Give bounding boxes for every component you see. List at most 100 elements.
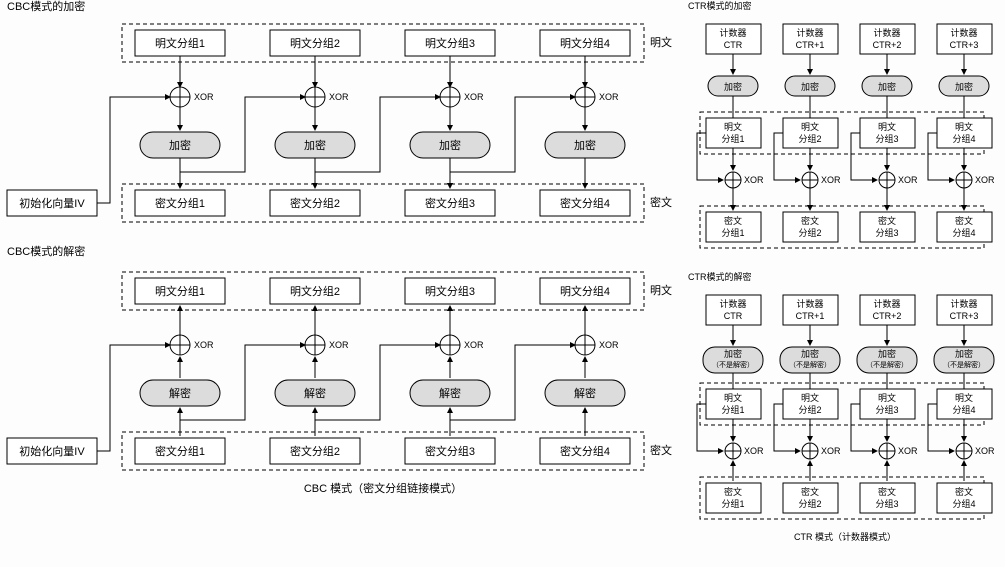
cbc-enc-iv-text: 初始化向量IV (19, 196, 85, 210)
ctr-enc-title: CTR模式的加密 (688, 0, 752, 11)
svg-text:密文: 密文 (801, 215, 819, 226)
svg-text:分组3: 分组3 (875, 404, 898, 415)
svg-text:明文: 明文 (955, 121, 973, 132)
svg-text:CTR+2: CTR+2 (873, 40, 902, 50)
svg-text:CTR+1: CTR+1 (796, 40, 825, 50)
svg-text:XOR: XOR (464, 340, 484, 350)
svg-text:加密: 加密 (724, 81, 742, 92)
svg-text:明文分组1: 明文分组1 (155, 36, 205, 50)
svg-text:明文分组4: 明文分组4 (560, 36, 610, 50)
ctr-enc-cols: 计数器 CTR 加密 明文 分组1 XOR 密文 分组1 计数器 CTR+1 加… (697, 24, 995, 242)
svg-text:密文: 密文 (801, 486, 819, 497)
svg-text:分组4: 分组4 (952, 404, 975, 415)
svg-text:加密: 加密 (169, 138, 191, 152)
svg-text:加密: 加密 (955, 348, 973, 359)
svg-text:加密: 加密 (955, 81, 973, 92)
svg-text:密文分组4: 密文分组4 (560, 444, 610, 458)
svg-text:加密: 加密 (304, 138, 326, 152)
cbc-dec-cols: 明文分组1 XOR 解密 密文分组1 明文分组2 XOR 解密 密文分组2 (135, 278, 630, 464)
svg-text:明文: 明文 (801, 121, 819, 132)
svg-text:分组3: 分组3 (875, 133, 898, 144)
svg-text:明文分组1: 明文分组1 (155, 284, 205, 298)
svg-text:明文分组4: 明文分组4 (560, 284, 610, 298)
svg-text:密文分组3: 密文分组3 (425, 444, 475, 458)
svg-text:解密: 解密 (169, 386, 191, 400)
cbc-enc-title: CBC模式的加密 (7, 0, 85, 13)
svg-text:计数器: 计数器 (950, 27, 977, 38)
svg-text:XOR: XOR (194, 92, 214, 102)
svg-text:明文: 明文 (955, 392, 973, 403)
svg-text:XOR: XOR (599, 340, 619, 350)
svg-text:分组1: 分组1 (721, 133, 744, 144)
svg-text:分组4: 分组4 (952, 227, 975, 238)
svg-text:XOR: XOR (975, 446, 995, 456)
svg-text:密文: 密文 (724, 215, 742, 226)
svg-text:密文分组2: 密文分组2 (290, 196, 340, 210)
svg-text:明文: 明文 (878, 121, 896, 132)
svg-text:（不是解密）: （不是解密） (789, 360, 831, 369)
svg-text:明文分组2: 明文分组2 (290, 284, 340, 298)
svg-text:密文分组4: 密文分组4 (560, 196, 610, 210)
svg-text:分组2: 分组2 (798, 227, 821, 238)
svg-text:计数器: 计数器 (719, 27, 746, 38)
svg-text:解密: 解密 (439, 386, 461, 400)
svg-text:分组2: 分组2 (798, 133, 821, 144)
svg-text:分组3: 分组3 (875, 498, 898, 509)
svg-text:加密: 加密 (574, 138, 596, 152)
svg-text:CTR: CTR (724, 40, 743, 50)
svg-text:计数器: 计数器 (796, 27, 823, 38)
svg-text:分组2: 分组2 (798, 404, 821, 415)
svg-text:计数器: 计数器 (796, 298, 823, 309)
svg-text:XOR: XOR (599, 92, 619, 102)
svg-text:密文: 密文 (724, 486, 742, 497)
svg-text:密文分组3: 密文分组3 (425, 196, 475, 210)
ctr-dec-title: CTR模式的解密 (688, 271, 752, 282)
cbc-dec-pt-label: 明文 (650, 283, 672, 297)
svg-text:XOR: XOR (744, 446, 764, 456)
svg-text:计数器: 计数器 (873, 298, 900, 309)
svg-text:分组4: 分组4 (952, 498, 975, 509)
svg-text:加密: 加密 (878, 348, 896, 359)
svg-text:密文: 密文 (955, 486, 973, 497)
svg-text:明文: 明文 (878, 392, 896, 403)
svg-text:CTR+2: CTR+2 (873, 311, 902, 321)
svg-text:解密: 解密 (574, 386, 596, 400)
svg-text:CTR+1: CTR+1 (796, 311, 825, 321)
svg-text:密文: 密文 (878, 215, 896, 226)
svg-text:XOR: XOR (329, 92, 349, 102)
svg-text:（不是解密）: （不是解密） (943, 360, 985, 369)
svg-text:（不是解密）: （不是解密） (866, 360, 908, 369)
svg-text:加密: 加密 (801, 348, 819, 359)
svg-text:CTR: CTR (724, 311, 743, 321)
svg-text:XOR: XOR (744, 175, 764, 185)
svg-text:明文: 明文 (801, 392, 819, 403)
svg-text:CTR+3: CTR+3 (950, 40, 979, 50)
svg-text:明文: 明文 (724, 121, 742, 132)
svg-text:密文分组1: 密文分组1 (155, 196, 205, 210)
svg-text:（不是解密）: （不是解密） (712, 360, 754, 369)
svg-text:CTR+3: CTR+3 (950, 311, 979, 321)
svg-text:XOR: XOR (329, 340, 349, 350)
svg-text:明文分组3: 明文分组3 (425, 36, 475, 50)
svg-text:解密: 解密 (304, 386, 326, 400)
svg-text:明文: 明文 (724, 392, 742, 403)
svg-text:加密: 加密 (724, 348, 742, 359)
svg-text:计数器: 计数器 (719, 298, 746, 309)
svg-text:密文: 密文 (878, 486, 896, 497)
svg-text:XOR: XOR (821, 446, 841, 456)
svg-text:计数器: 计数器 (950, 298, 977, 309)
cbc-dec-ct-label: 密文 (650, 443, 672, 457)
svg-text:分组2: 分组2 (798, 498, 821, 509)
svg-text:密文分组2: 密文分组2 (290, 444, 340, 458)
svg-text:XOR: XOR (464, 92, 484, 102)
svg-text:分组1: 分组1 (721, 498, 744, 509)
cbc-dec-title: CBC模式的解密 (7, 244, 85, 258)
svg-text:XOR: XOR (898, 175, 918, 185)
svg-text:XOR: XOR (975, 175, 995, 185)
svg-text:密文分组1: 密文分组1 (155, 444, 205, 458)
svg-text:XOR: XOR (821, 175, 841, 185)
svg-text:XOR: XOR (194, 340, 214, 350)
svg-text:分组1: 分组1 (721, 404, 744, 415)
cipher-mode-diagram: CBC模式的加密 明文 密文 初始化向量IV 明文分组1 XOR 加密 密文分组… (0, 0, 1005, 567)
svg-text:加密: 加密 (439, 138, 461, 152)
